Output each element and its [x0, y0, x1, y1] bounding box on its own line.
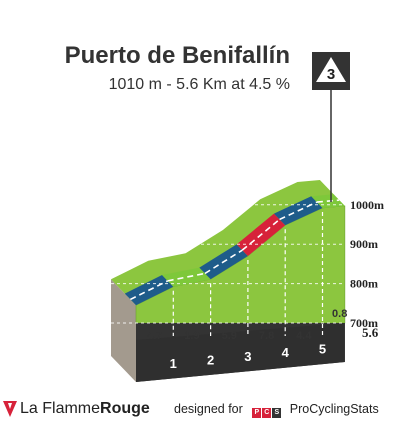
designed-for-text: designed for — [174, 402, 243, 416]
profile-road-band — [136, 323, 345, 382]
climb-summary: 1010 m - 5.6 Km at 4.5 % — [108, 76, 290, 93]
gradient-label: 7.8 — [259, 330, 274, 342]
gradient-label: 5.9 — [222, 330, 237, 342]
profile-side-wall — [111, 279, 136, 382]
km-marker: 3 — [244, 349, 251, 364]
pcs-letter: S — [272, 408, 282, 418]
category-number: 3 — [327, 66, 335, 83]
gradient-label: 4.4 — [296, 330, 312, 342]
gradient-segment — [162, 267, 211, 287]
elevation-tick-label: 900m — [350, 237, 378, 251]
gradient-label: 4.7 — [147, 330, 162, 342]
km-marker: 5 — [319, 342, 326, 357]
elevation-tick-label: 1000m — [350, 198, 384, 212]
road-centre-line — [204, 249, 243, 275]
road-centre-line — [316, 199, 340, 203]
km-marker: 2 — [207, 352, 214, 367]
site-name[interactable]: ProCyclingStats — [289, 402, 379, 416]
pcs-letter: P — [252, 408, 262, 418]
brand-suffix: Rouge — [100, 400, 150, 417]
km-marker: 1 — [170, 356, 177, 371]
road-centre-line — [167, 272, 206, 282]
category-triangle-icon — [316, 57, 346, 82]
elevation-tick-label: 700m — [350, 316, 378, 330]
road-centre-line — [241, 218, 281, 251]
brand-prefix: La Flamme — [20, 400, 101, 417]
climb-title: Puerto de Benifallín — [64, 42, 290, 69]
climb-profile-chart: 700m 800m 900m 1000m 4.7 1.9 5.9 7.8 4.4 0.8 1 2 3 4 5… — [111, 52, 384, 382]
flame-logo-icon — [3, 401, 17, 417]
pcs-letter: C — [262, 408, 272, 418]
gradient-label: 0.8 — [332, 308, 347, 320]
gradient-label: 1.9 — [184, 330, 199, 342]
elevation-tick-label: 800m — [350, 277, 378, 291]
brand-logo: La FlammeRouge — [20, 400, 150, 418]
km-marker: 4 — [282, 345, 290, 360]
total-distance-label: 5.6 — [362, 325, 379, 340]
